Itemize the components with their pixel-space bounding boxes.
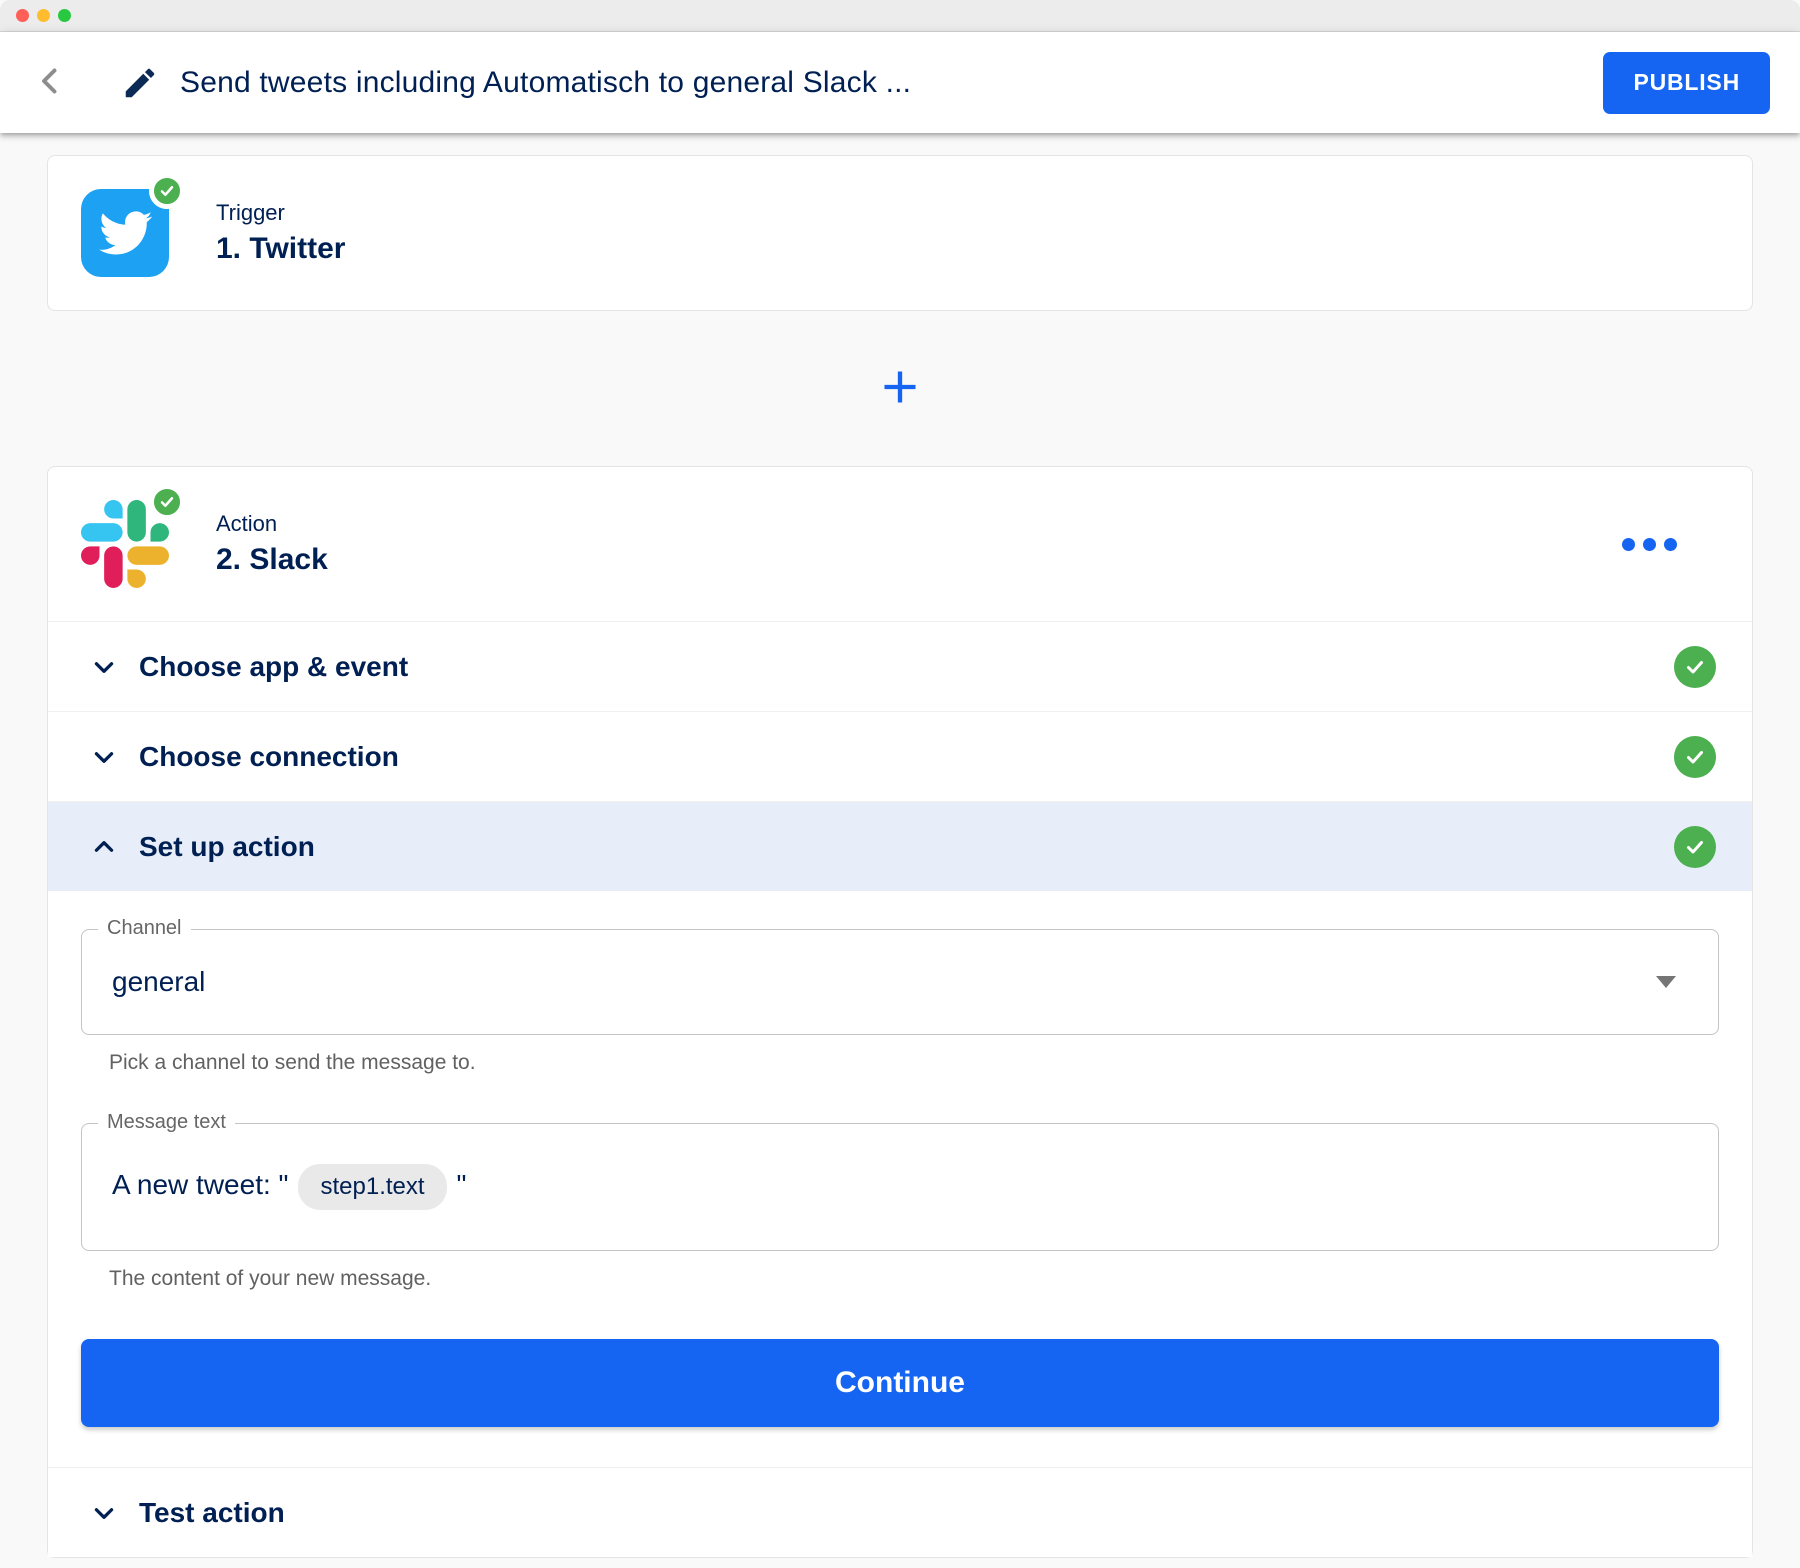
zoom-window-button[interactable] [58,9,71,22]
action-kind-label: Action [216,511,278,536]
chevron-left-icon [32,63,68,102]
message-value-prefix: A new tweet: " [112,1169,289,1200]
slack-app-icon [81,500,169,588]
channel-select[interactable]: Channel general [81,917,1719,1035]
action-step-header[interactable]: Action 2. Slack [48,467,1752,621]
channel-helper-text: Pick a channel to send the message to. [109,1051,476,1074]
dropdown-arrow-icon [1656,976,1676,988]
add-step-button[interactable] [872,361,928,417]
flow-title[interactable]: Send tweets including Automatisch to gen… [180,65,912,99]
message-helper-text: The content of your new message. [109,1267,432,1290]
plus-icon [880,367,920,410]
channel-field-label: Channel [98,917,191,940]
back-button[interactable] [28,61,72,105]
channel-selected-value: general [112,966,206,997]
chevron-down-icon [91,654,117,680]
continue-button[interactable]: Continue [81,1339,1719,1427]
add-step-row [47,311,1753,466]
section-label: Set up action [139,830,315,862]
section-complete-check-icon [1674,645,1716,688]
trigger-kind-label: Trigger [216,200,285,225]
close-window-button[interactable] [16,9,29,22]
message-text-input[interactable]: Message text A new tweet: " step1.text " [81,1111,1719,1251]
message-field-label: Message text [98,1111,235,1134]
chevron-up-icon [91,834,117,860]
flow-canvas: Trigger 1. Twitter [0,133,1800,1558]
step-completed-check-icon [149,173,185,209]
message-value: A new tweet: " step1.text " [112,1164,467,1210]
trigger-step-title: 1. Twitter [216,232,346,265]
message-value-suffix: " [456,1169,467,1200]
edit-flow-name-icon[interactable] [118,61,162,105]
section-choose-app-event[interactable]: Choose app & event [48,621,1752,711]
step-completed-check-icon [149,484,185,520]
action-step-card: Action 2. Slack Choose app & event [47,466,1753,1558]
continue-button-row: Continue [48,1339,1752,1467]
section-label: Test action [139,1496,285,1528]
section-label: Choose connection [139,740,399,772]
section-complete-check-icon [1674,825,1716,868]
section-choose-connection[interactable]: Choose connection [48,711,1752,801]
minimize-window-button[interactable] [37,9,50,22]
publish-button[interactable]: PUBLISH [1603,51,1770,114]
trigger-step-header: Trigger 1. Twitter [48,156,1752,310]
section-complete-check-icon [1674,735,1716,778]
chevron-down-icon [91,744,117,770]
section-label: Choose app & event [139,650,409,682]
window-titlebar [0,0,1800,32]
setup-action-form: Channel general Pick a channel to send t… [48,891,1752,1291]
trigger-step-card[interactable]: Trigger 1. Twitter [47,155,1753,311]
ellipsis-icon [1622,537,1635,551]
action-step-title: 2. Slack [216,543,328,576]
chevron-down-icon [91,1500,117,1526]
editor-header: Send tweets including Automatisch to gen… [0,32,1800,133]
section-set-up-action[interactable]: Set up action [48,801,1752,891]
step-menu-button[interactable] [1608,524,1691,565]
variable-chip[interactable]: step1.text [298,1164,447,1210]
section-test-action[interactable]: Test action [48,1467,1752,1557]
